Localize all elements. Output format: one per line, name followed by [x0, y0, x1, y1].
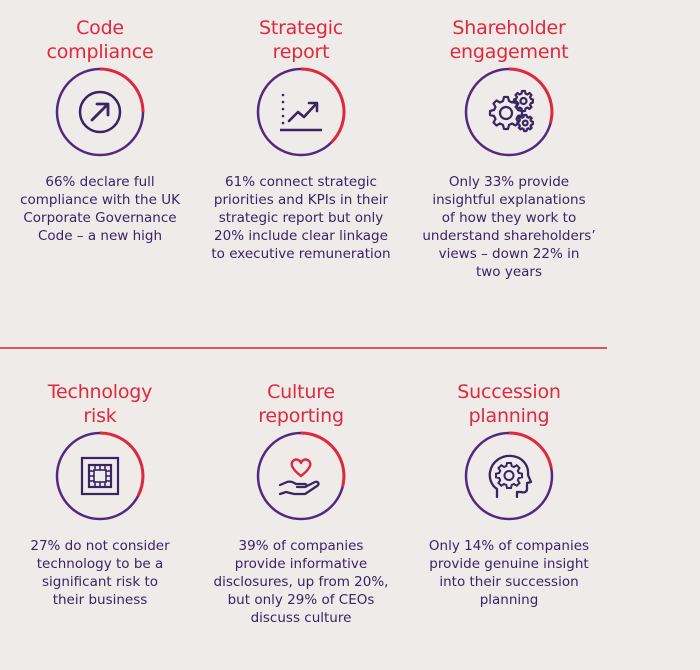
desc-line: Corporate Governance — [23, 210, 177, 226]
card-title: Shareholder engagement — [409, 16, 609, 66]
card-technology-risk: Technology risk 27% do not consider tech… — [0, 380, 200, 609]
desc-line: strategic report but only — [218, 210, 384, 226]
progress-ring — [54, 66, 146, 158]
title-line: compliance — [46, 41, 154, 63]
progress-ring — [54, 430, 146, 522]
desc-line: views – down 22% in — [438, 246, 580, 262]
desc-line: provide informative — [234, 556, 368, 572]
arrow-up-right-icon — [78, 90, 122, 134]
desc-line: their business — [52, 592, 148, 608]
title-line: Technology — [47, 381, 153, 403]
title-line: Culture — [267, 381, 335, 403]
title-line: risk — [83, 405, 117, 427]
title-line: Strategic — [258, 17, 344, 39]
desc-line: Code – a new high — [37, 228, 163, 244]
desc-line: disclosures, up from 20%, — [213, 574, 389, 590]
desc-line: provide genuine insight — [429, 556, 589, 572]
desc-line: into their succession — [439, 574, 579, 590]
card-title: Strategic report — [201, 16, 401, 66]
card-description: 61% connect strategic priorities and KPI… — [201, 173, 401, 263]
desc-line: Only 14% of companies — [428, 538, 590, 554]
heart-hand-icon — [278, 458, 320, 496]
card-title: Culture reporting — [201, 380, 401, 430]
desc-line: Only 33% provide — [448, 174, 570, 190]
card-strategic-report: Strategic report 61% connect strategic p… — [201, 16, 401, 263]
desc-line: 61% connect strategic — [225, 174, 377, 190]
card-succession-planning: Succession planning Only 14% of companie… — [409, 380, 609, 609]
desc-line: priorities and KPIs in their — [213, 192, 389, 208]
card-title: Succession planning — [409, 380, 609, 430]
desc-line: of how they work to — [441, 210, 577, 226]
card-description: 39% of companies provide informative dis… — [201, 537, 401, 627]
desc-line: 20% include clear linkage — [214, 228, 388, 244]
card-title: Code compliance — [0, 16, 200, 66]
card-description: Only 14% of companies provide genuine in… — [409, 537, 609, 609]
desc-line: 39% of companies — [238, 538, 364, 554]
desc-line: compliance with the UK — [20, 192, 180, 208]
card-title: Technology risk — [0, 380, 200, 430]
desc-line: two years — [475, 264, 543, 280]
card-culture-reporting: Culture reporting 39% of companies provi… — [201, 380, 401, 627]
title-line: reporting — [258, 405, 344, 427]
desc-line: significant risk to — [42, 574, 158, 590]
title-line: Shareholder — [452, 17, 566, 39]
progress-ring — [463, 430, 555, 522]
title-line: Succession — [457, 381, 561, 403]
desc-line: insightful explanations — [432, 192, 586, 208]
card-shareholder-engagement: Shareholder engagement Only 33% provide … — [409, 16, 609, 281]
title-line: engagement — [449, 41, 569, 63]
title-line: report — [272, 41, 330, 63]
card-description: 66% declare full compliance with the UK … — [0, 173, 200, 245]
desc-line: discuss culture — [250, 610, 352, 626]
chip-icon — [80, 456, 120, 496]
desc-line: to executive remuneration — [211, 246, 391, 262]
card-description: 27% do not consider technology to be a s… — [0, 537, 200, 609]
desc-line: planning — [479, 592, 539, 608]
title-line: planning — [468, 405, 550, 427]
desc-line: 66% declare full — [45, 174, 155, 190]
gears-icon — [488, 89, 534, 133]
desc-line: understand shareholders’ — [422, 228, 596, 244]
desc-line: but only 29% of CEOs — [227, 592, 375, 608]
title-line: Code — [76, 17, 124, 39]
progress-ring — [463, 66, 555, 158]
card-description: Only 33% provide insightful explanations… — [409, 173, 609, 281]
progress-ring — [255, 430, 347, 522]
section-divider — [0, 347, 607, 349]
desc-line: 27% do not consider — [30, 538, 170, 554]
desc-line: technology to be a — [36, 556, 164, 572]
progress-ring — [255, 66, 347, 158]
card-code-compliance: Code compliance 66% declare full complia… — [0, 16, 200, 245]
head-gear-icon — [488, 454, 533, 499]
line-chart-icon — [280, 93, 322, 132]
